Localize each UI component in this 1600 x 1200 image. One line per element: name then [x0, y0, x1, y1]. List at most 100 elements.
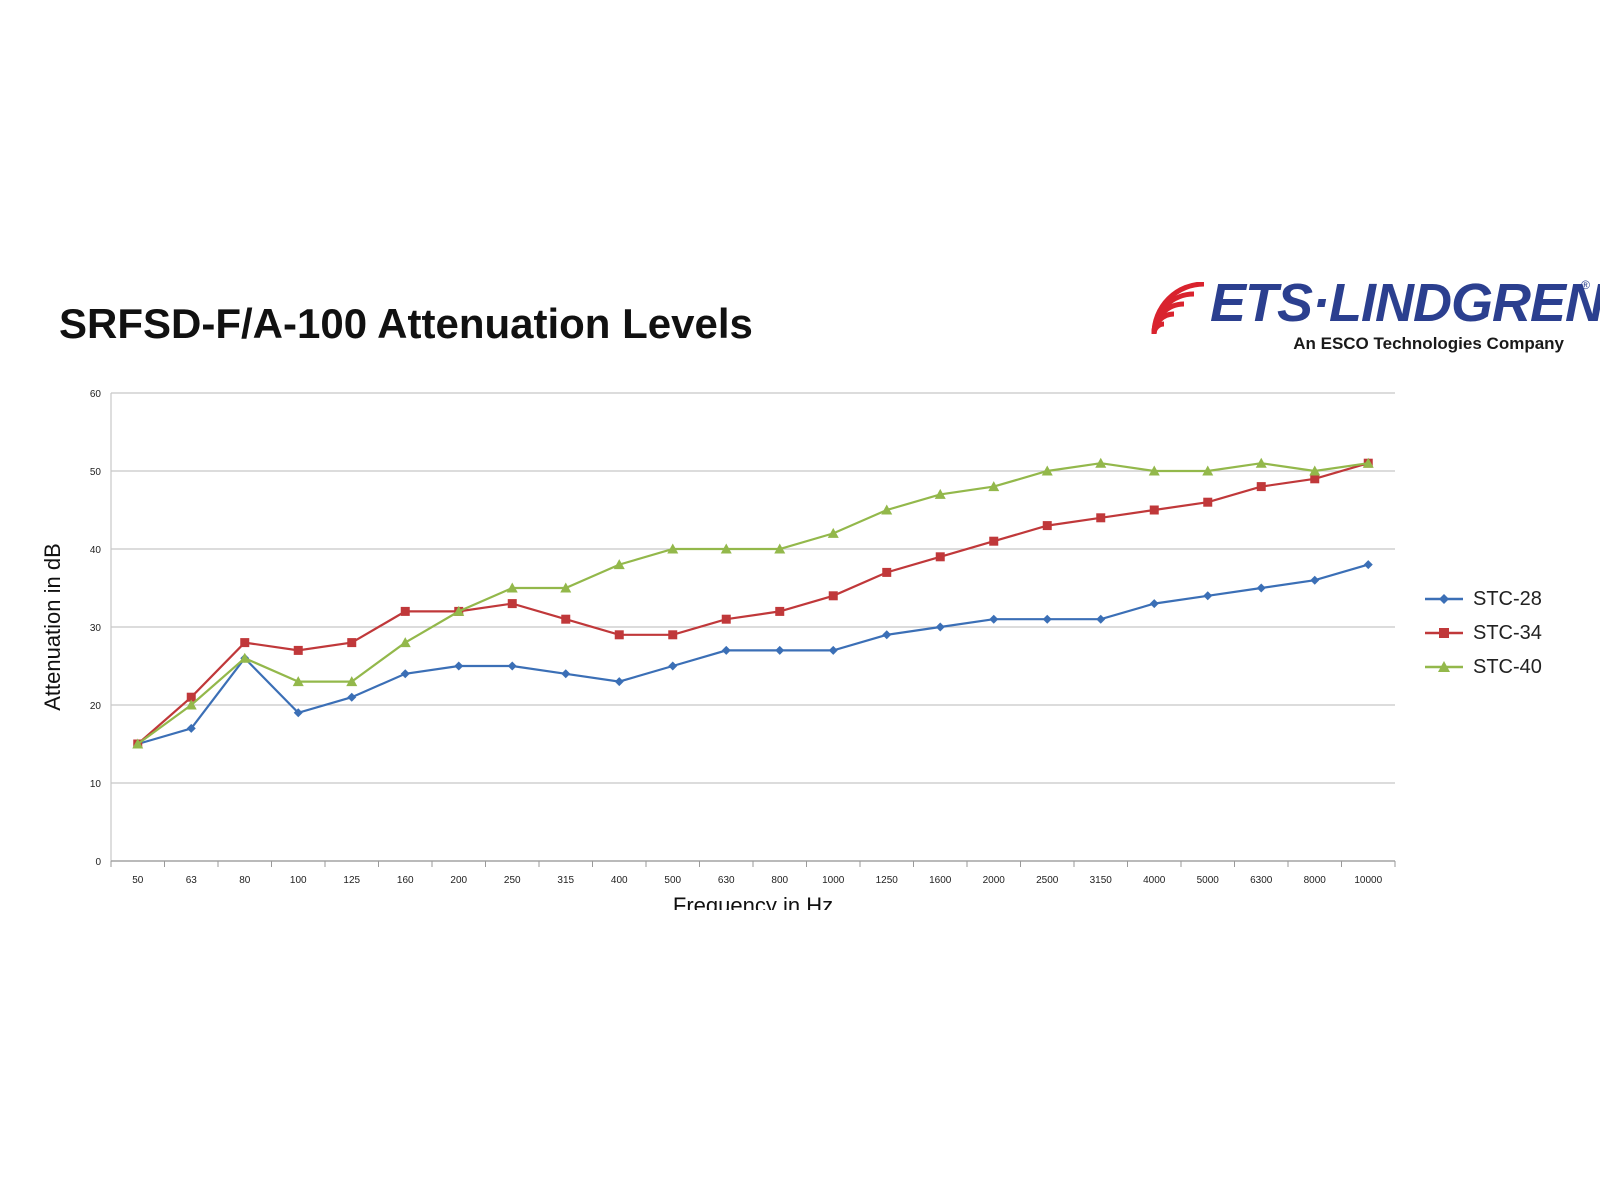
data-point-stc-34: [240, 638, 250, 648]
series-line-stc-40: [137, 462, 1369, 745]
data-point-stc-40: [453, 605, 465, 616]
x-tick-label: 315: [557, 875, 574, 886]
legend-marker: [1439, 628, 1449, 638]
data-point-stc-28: [186, 723, 196, 733]
data-point-stc-28: [561, 669, 571, 679]
chart-legend: STC-28 STC-34 STC-40: [1425, 582, 1542, 684]
y-tick-label: 50: [90, 467, 102, 478]
legend-swatch-stc-40: [1425, 661, 1463, 672]
data-point-stc-40: [346, 676, 358, 687]
data-point-stc-40: [934, 488, 946, 499]
x-tick-label: 5000: [1197, 875, 1220, 886]
legend-item-stc-40: STC-40: [1425, 650, 1542, 684]
ets-lindgren-logo: ETS·LINDGREN ® An ESCO Technologies Comp…: [1150, 273, 1600, 370]
data-point-stc-40: [1202, 465, 1214, 476]
legend-marker: [1439, 594, 1449, 604]
attenuation-line-chart: 0 10 20 30 40 50 60 50 63 80 100 125 160 200 250 315 400…: [40, 389, 1396, 910]
data-point-stc-34: [935, 552, 945, 562]
x-tick-label: 10000: [1354, 875, 1382, 886]
data-point-stc-28: [989, 614, 999, 624]
legend-swatch-stc-28: [1425, 594, 1463, 604]
data-point-stc-34: [775, 606, 785, 616]
data-point-stc-34: [1203, 497, 1213, 507]
y-axis-label: Attenuation in dB: [40, 543, 65, 711]
data-point-stc-40: [560, 582, 572, 593]
data-point-stc-34: [614, 630, 624, 640]
page-title: SRFSD-F/A-100 Attenuation Levels: [59, 300, 753, 347]
data-point-stc-28: [882, 630, 892, 640]
legend-label: STC-34: [1473, 621, 1542, 644]
data-point-stc-34: [186, 692, 196, 702]
legend-label: STC-40: [1473, 655, 1542, 678]
x-tick-label: 63: [186, 875, 198, 886]
x-tick-label: 125: [343, 875, 360, 886]
registered-mark: ®: [1581, 278, 1590, 292]
logo-tagline: An ESCO Technologies Company: [1293, 334, 1564, 353]
legend-item-stc-28: STC-28: [1425, 582, 1542, 616]
data-point-stc-34: [1149, 505, 1159, 515]
x-tick-label: 630: [718, 875, 735, 886]
data-point-stc-28: [454, 661, 464, 671]
data-point-stc-28: [1310, 575, 1320, 585]
data-point-stc-40: [1362, 457, 1374, 468]
data-point-stc-34: [293, 645, 303, 655]
legend-swatch-stc-34: [1425, 628, 1463, 638]
x-tick-label: 2000: [983, 875, 1006, 886]
data-point-stc-28: [775, 645, 785, 655]
legend-label: STC-28: [1473, 587, 1542, 610]
x-tick-label: 2500: [1036, 875, 1059, 886]
data-point-stc-34: [347, 638, 357, 648]
data-point-stc-34: [989, 536, 999, 546]
x-tick-label: 4000: [1143, 875, 1166, 886]
data-point-stc-34: [1096, 513, 1106, 523]
data-point-stc-40: [881, 504, 893, 515]
data-point-stc-34: [1042, 521, 1052, 531]
data-point-stc-34: [400, 606, 410, 616]
data-point-stc-28: [347, 692, 357, 702]
y-tick-label: 30: [90, 623, 102, 634]
data-point-stc-34: [561, 614, 571, 624]
data-point-stc-40: [827, 527, 839, 538]
data-point-stc-28: [1256, 583, 1266, 593]
data-point-stc-28: [400, 669, 410, 679]
series-stc-28: [133, 560, 1373, 749]
x-tick-label: 6300: [1250, 875, 1273, 886]
data-point-stc-40: [1041, 465, 1053, 476]
data-point-stc-34: [721, 614, 731, 624]
data-point-stc-40: [667, 543, 679, 554]
series-line-stc-28: [137, 563, 1369, 746]
data-point-stc-28: [1149, 599, 1159, 609]
data-point-stc-40: [774, 543, 786, 554]
data-point-stc-34: [668, 630, 678, 640]
x-tick-label: 160: [397, 875, 414, 886]
x-tick-label: 100: [290, 875, 307, 886]
data-point-stc-34: [1310, 474, 1320, 484]
data-point-stc-34: [882, 567, 892, 577]
data-point-stc-28: [828, 645, 838, 655]
y-tick-label: 40: [90, 545, 102, 556]
legend-item-stc-34: STC-34: [1425, 616, 1542, 650]
x-axis-label: Frequency in Hz: [673, 893, 833, 910]
data-point-stc-28: [293, 708, 303, 718]
data-point-stc-40: [1255, 457, 1267, 468]
series-line-stc-34: [137, 462, 1369, 745]
data-point-stc-40: [613, 559, 625, 570]
x-tick-label: 1600: [929, 875, 952, 886]
x-tick-label: 3150: [1090, 875, 1113, 886]
data-point-stc-28: [668, 661, 678, 671]
x-tick-label: 250: [504, 875, 521, 886]
data-point-stc-28: [721, 645, 731, 655]
series-stc-34: [133, 458, 1373, 749]
x-tick-label: 8000: [1304, 875, 1327, 886]
data-point-stc-40: [239, 652, 251, 663]
x-tick-label: 50: [132, 875, 144, 886]
data-point-stc-40: [988, 481, 1000, 492]
data-point-stc-40: [132, 738, 144, 749]
data-point-stc-28: [1203, 591, 1213, 601]
data-point-stc-28: [507, 661, 517, 671]
x-tick-label: 1250: [876, 875, 899, 886]
data-point-stc-28: [614, 677, 624, 687]
y-tick-label: 60: [90, 389, 102, 400]
data-point-stc-40: [185, 699, 197, 710]
logo-brand-text: ETS·LINDGREN: [1210, 273, 1600, 333]
